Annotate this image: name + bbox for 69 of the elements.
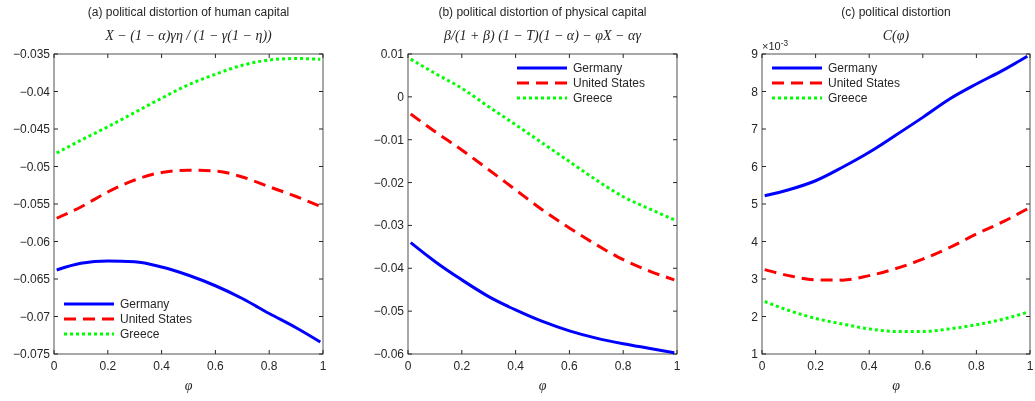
y-tick-label: 9 [751,47,759,61]
y-tick-label: −0.055 [12,197,51,211]
y-tick-label: −0.065 [12,272,51,286]
chart-title: (b) political distortion of physical capital [438,5,647,19]
x-axis-title: φ [892,378,901,393]
x-tick-label: 0.8 [260,359,278,373]
y-tick-label: 2 [751,309,759,324]
chart-title: (a) political distortion of human capital [87,5,290,19]
y-tick-label: 0.01 [380,47,405,61]
y-tick-label: −0.06 [373,347,405,361]
line-series [55,259,322,344]
y-tick-label: 0 [397,89,405,104]
x-tick-label: 0.4 [860,359,878,373]
chart-subtitle: X − (1 − α)γη / (1 − γ(1 − η)) [104,28,273,44]
line-series [763,54,1029,198]
x-tick-label: 0.6 [914,359,932,373]
y-tick-label: −0.04 [373,261,405,276]
x-tick-label: 1 [673,359,681,373]
legend-label: United States [120,312,193,326]
y-tick-label: −0.04 [19,84,51,99]
x-tick-label: 0.2 [99,359,117,373]
x-axis-title: φ [538,378,547,393]
x-tick-label: 0.6 [207,359,225,373]
y-tick-label: 3 [751,272,759,286]
x-tick-label: 0.2 [807,359,825,373]
legend-label: Germany [828,61,878,75]
x-tick-label: 0.4 [507,359,525,373]
legend-label: United States [573,76,646,90]
y-tick-label: −0.03 [373,218,405,233]
line-series [409,112,676,282]
legend-label: Germany [120,297,170,311]
chart-subtitle: C(φ) [882,28,910,44]
y-tick-label: −0.02 [373,175,405,190]
chart-title: (c) political distortion [841,5,951,19]
y-tick-label: 8 [751,84,759,99]
y-tick-label: 5 [751,197,759,211]
x-tick-label: 0.8 [968,359,986,373]
y-tick-label: −0.06 [19,234,51,249]
y-tick-label: −0.075 [12,347,51,361]
line-series [763,300,1029,333]
line-series [409,57,676,222]
x-tick-label: 0.6 [561,359,579,373]
line-series [409,241,676,355]
y-tick-label: 4 [751,234,759,249]
y-tick-label: −0.045 [12,122,51,136]
y-tick-label: 1 [751,347,759,361]
y-tick-label: −0.05 [373,304,405,319]
x-axis-title: φ [184,378,193,393]
legend-label: Germany [573,61,623,75]
x-tick-label: 0.4 [153,359,171,373]
x-tick-label: 1 [1026,359,1034,373]
y-tick-label: 6 [751,159,759,174]
y-tick-label: 7 [751,122,759,136]
y-tick-label: −0.07 [19,309,51,324]
legend-label: Greece [120,327,160,341]
legend-label: Greece [828,91,868,105]
x-tick-label: 0.8 [614,359,632,373]
line-series [763,207,1029,282]
y-tick-label: −0.01 [373,132,405,147]
text: ×10$^{-3}$ [762,38,789,52]
x-tick-label: 0.2 [453,359,471,373]
y-tick-label: −0.05 [19,159,51,174]
line-series [55,57,322,155]
legend-label: United States [828,76,901,90]
chart-subtitle: β/(1 + β) (1 − T)(1 − α) − φX − αγ [443,28,642,44]
x-tick-label: 1 [319,359,327,373]
y-tick-label: −0.035 [12,47,51,61]
legend-label: Greece [573,91,613,105]
line-series [55,168,322,220]
